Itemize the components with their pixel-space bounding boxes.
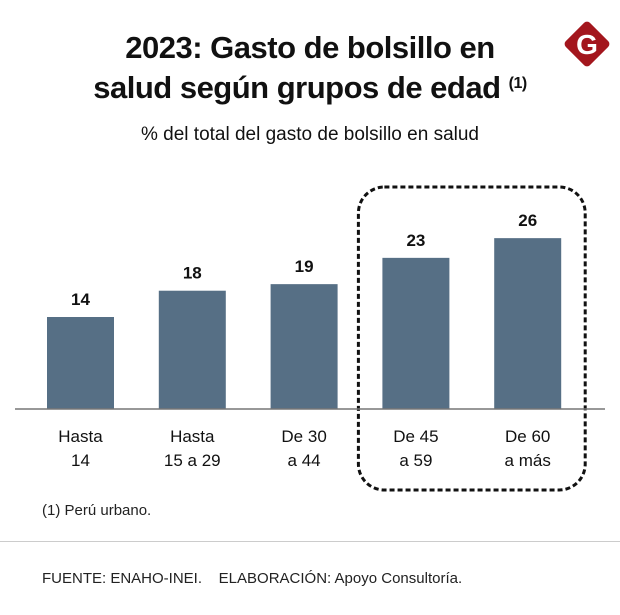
bar [494, 238, 562, 409]
category-label: a más [505, 451, 551, 470]
bar [382, 257, 450, 409]
footnote: (1) Perú urbano. [42, 502, 152, 519]
bar [270, 284, 338, 409]
data-label: 26 [518, 211, 537, 230]
logo-diamond [564, 21, 610, 67]
chart-subtitle: % del total del gasto de bolsillo en sal… [140, 124, 479, 145]
category-label: Hasta [170, 427, 215, 446]
highlight-box [356, 185, 587, 492]
data-label: 14 [71, 290, 90, 309]
title-text: salud según grupos de edad [93, 70, 501, 105]
data-label: 18 [183, 264, 202, 283]
category-label: a 44 [288, 451, 321, 470]
category-label: a 59 [399, 451, 432, 470]
source-credit: FUENTE: ENAHO-INEI. ELABORACIÓN: Apoyo C… [42, 570, 463, 587]
category-label: De 60 [505, 427, 550, 446]
category-label: Hasta [58, 427, 103, 446]
title-note: (1) [508, 75, 528, 92]
data-label: 23 [406, 231, 425, 250]
bar [47, 317, 114, 409]
category-label: De 45 [393, 427, 438, 446]
category-label: 14 [71, 451, 90, 470]
logo-letter: G [576, 29, 598, 60]
bar [158, 290, 226, 409]
chart-title-line1: 2023: Gasto de bolsillo en [125, 30, 495, 65]
category-label: 15 a 29 [164, 451, 221, 470]
data-label: 19 [295, 257, 314, 276]
chart-title-line2: salud según grupos de edad (1) [40, 68, 580, 108]
category-label: De 30 [281, 427, 326, 446]
divider [0, 541, 620, 542]
